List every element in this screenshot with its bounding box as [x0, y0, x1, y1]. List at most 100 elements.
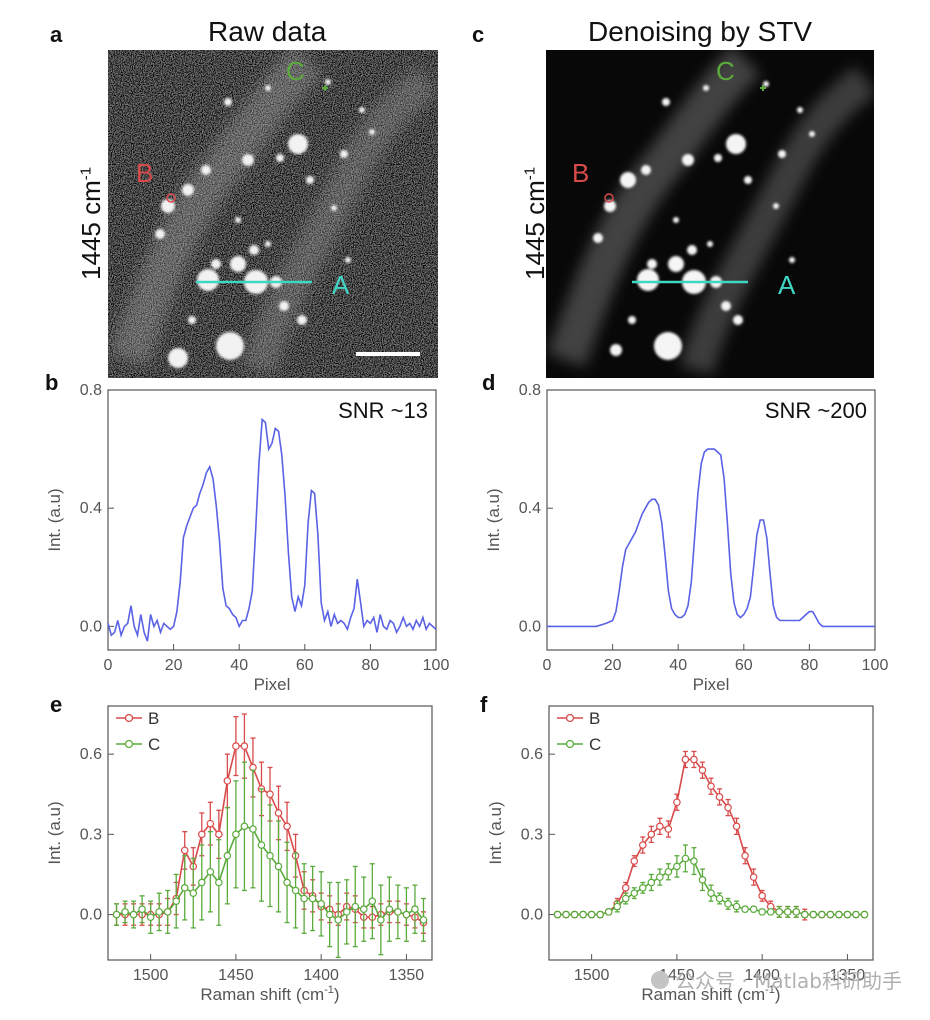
- y-tick-label: 0.3: [80, 826, 102, 843]
- data-point: [741, 851, 749, 860]
- data-point: [690, 755, 698, 764]
- droplet: [345, 257, 351, 263]
- data-point: [638, 884, 647, 892]
- droplet: [707, 241, 713, 247]
- data-point: [291, 886, 300, 895]
- data-point: [809, 910, 818, 919]
- panel-label-d: d: [482, 370, 496, 395]
- denoised-image-c: [546, 50, 874, 378]
- droplet: [168, 348, 188, 368]
- droplet: [230, 256, 246, 272]
- data-point: [411, 905, 419, 914]
- y-axis-label: Int. (a.u): [486, 801, 505, 864]
- data-point: [656, 822, 664, 831]
- watermark: 公众号 · Matlab科研助手: [651, 965, 902, 994]
- scale-bar: [356, 352, 420, 356]
- data-point: [638, 841, 647, 849]
- legend-marker: [124, 713, 134, 723]
- x-tick-label: 40: [669, 657, 687, 674]
- droplet: [726, 134, 746, 154]
- data-point: [741, 905, 749, 914]
- y-tick-label: 0.6: [521, 746, 543, 763]
- droplet: [668, 256, 684, 272]
- label-b-c: B: [572, 158, 590, 188]
- data-point: [308, 894, 317, 903]
- chart-e: 1500 1450 1400 1350 0.0 0.3 0.6 Int. (a.u) Raman…: [45, 705, 433, 1004]
- droplet: [673, 217, 679, 223]
- series-c: [553, 844, 869, 919]
- droplet: [249, 245, 259, 255]
- legend-label: B: [589, 709, 600, 728]
- legend-entry-b: B: [116, 709, 159, 728]
- droplet: [662, 98, 670, 106]
- droplet: [340, 150, 348, 158]
- legend-entry-b: B: [557, 709, 600, 728]
- data-point: [385, 905, 394, 914]
- label-a-a: A: [332, 270, 350, 300]
- droplet: [703, 85, 709, 91]
- droplet: [682, 154, 694, 166]
- panel-a-side-label: 1445 cm-1: [76, 166, 106, 280]
- droplet: [265, 85, 271, 91]
- data-point: [835, 910, 843, 919]
- droplet: [224, 98, 232, 106]
- series-line: [107, 417, 437, 642]
- plot-frame: [107, 389, 437, 651]
- data-point: [553, 910, 562, 919]
- data-point: [707, 889, 715, 897]
- y-axis-label: Int. (a.u): [45, 488, 64, 551]
- data-point: [334, 916, 343, 924]
- droplet: [288, 134, 308, 154]
- data-point: [715, 894, 724, 903]
- data-point: [724, 803, 732, 812]
- droplet: [359, 107, 365, 113]
- x-axis-label: Raman shift (cm-1): [641, 984, 780, 1004]
- data-point: [724, 900, 732, 908]
- data-point: [283, 878, 291, 887]
- data-point: [758, 892, 766, 900]
- data-point: [112, 910, 121, 919]
- panel-label-e: e: [50, 692, 63, 717]
- plot-frame: [548, 705, 874, 961]
- droplet: [620, 172, 636, 188]
- x-tick-label: 20: [604, 657, 622, 674]
- data-point: [189, 889, 198, 897]
- raw-image-a: [108, 50, 438, 378]
- data-point: [766, 908, 775, 916]
- droplet: [279, 301, 289, 311]
- data-point: [274, 809, 283, 817]
- data-point: [749, 873, 758, 881]
- data-point: [419, 916, 428, 924]
- data-point: [843, 910, 852, 919]
- x-tick-label: 100: [423, 657, 450, 674]
- data-point: [673, 798, 681, 807]
- x-tick-label: 1500: [574, 967, 610, 984]
- legend-marker: [565, 739, 575, 749]
- x-tick-label: 80: [801, 657, 819, 674]
- data-point: [240, 742, 249, 750]
- data-point: [621, 884, 630, 892]
- droplet: [235, 217, 241, 223]
- droplet: [778, 150, 786, 158]
- data-point: [800, 910, 809, 919]
- droplet: [325, 79, 331, 85]
- x-tick-label: 20: [165, 657, 183, 674]
- data-point: [197, 830, 206, 839]
- data-point: [852, 910, 860, 919]
- legend-marker: [565, 713, 575, 723]
- droplet: [188, 316, 196, 324]
- data-point: [664, 867, 673, 876]
- droplet: [789, 257, 795, 263]
- data-point: [266, 790, 274, 799]
- droplet: [242, 154, 254, 166]
- plot-frame: [107, 705, 433, 961]
- data-point: [749, 905, 758, 914]
- y-tick-label: 0.4: [80, 500, 102, 517]
- panel-label-f: f: [480, 692, 488, 717]
- y-tick-label: 0.0: [80, 907, 102, 924]
- data-point: [630, 889, 639, 897]
- y-tick-label: 0.3: [521, 826, 543, 843]
- data-point: [359, 905, 368, 914]
- data-point: [664, 825, 673, 833]
- droplet: [733, 315, 743, 325]
